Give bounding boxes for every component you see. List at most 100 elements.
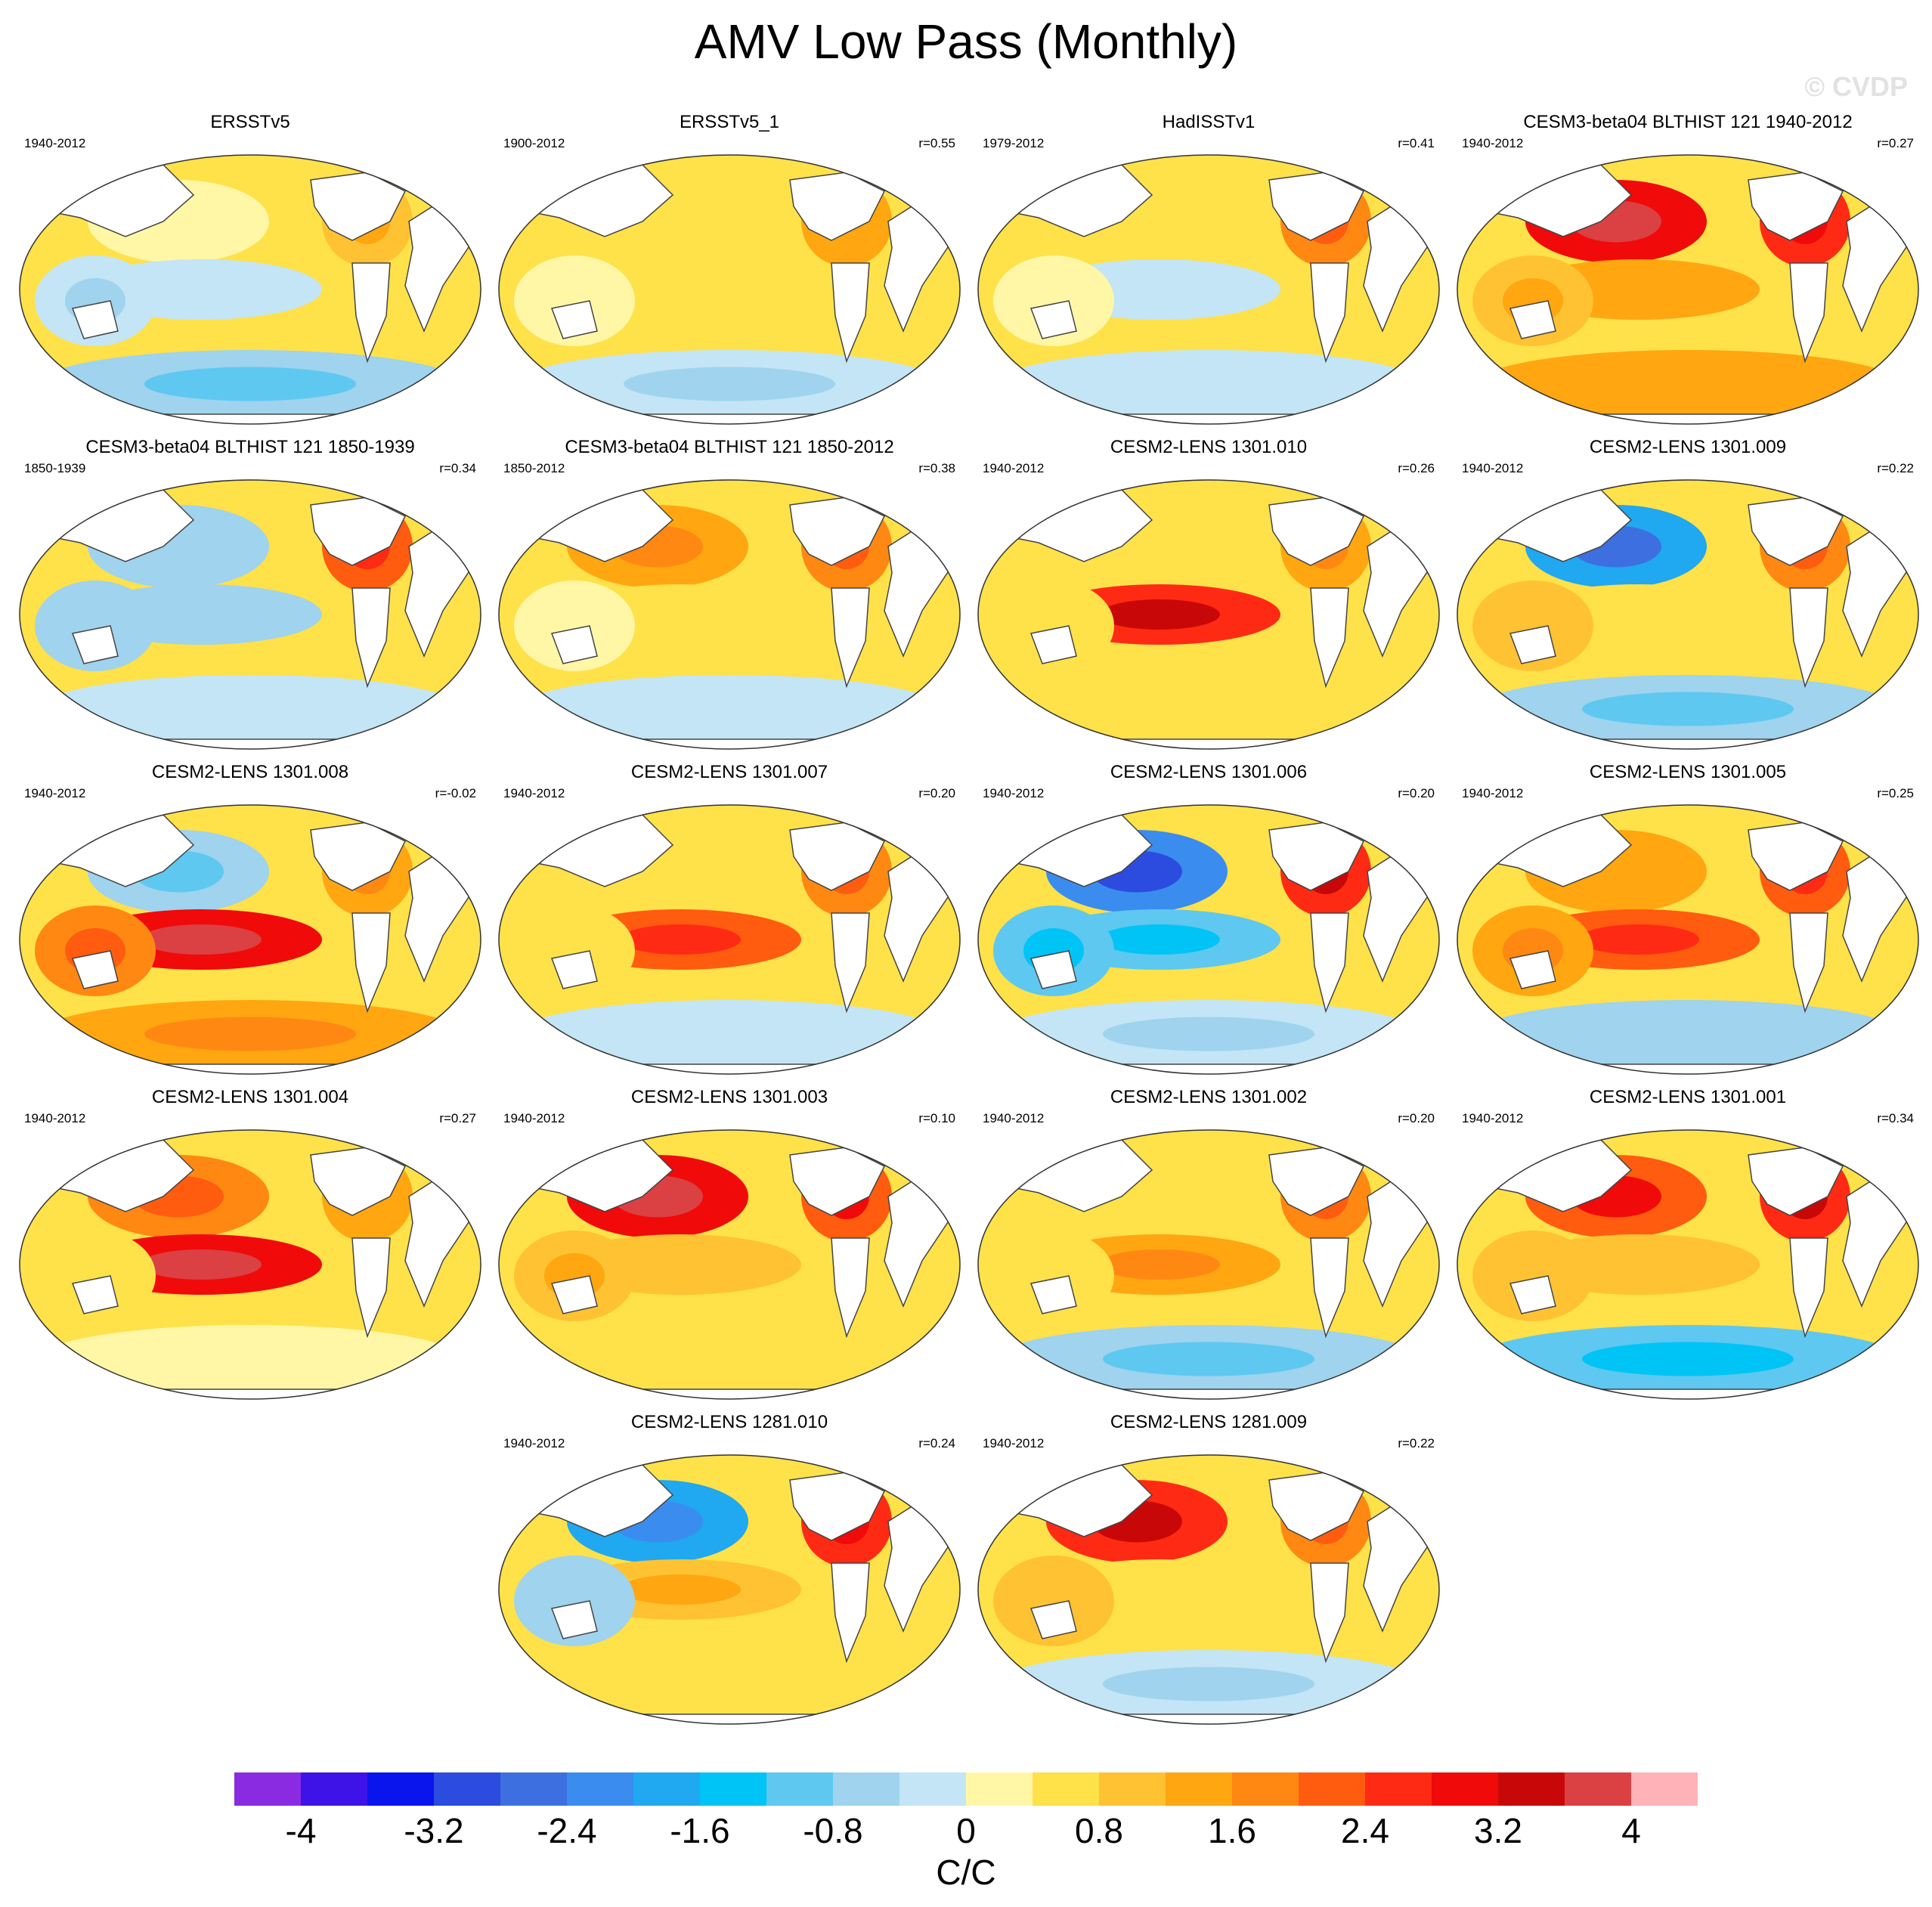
- colorbar-swatch: [966, 1772, 1033, 1806]
- map-panel: CESM2-LENS 1301.003 1940-2012 r=0.10: [491, 1087, 968, 1404]
- land-mass: [1509, 950, 1556, 989]
- panel-period: 1940-2012: [503, 1111, 565, 1125]
- panel-title: HadISSTv1: [1162, 112, 1255, 132]
- colorbar-tick-label: 3.2: [1474, 1811, 1522, 1850]
- map-panel: CESM2-LENS 1301.007 1940-2012 r=0.20: [491, 762, 968, 1079]
- land-mass: [1789, 1237, 1828, 1339]
- colorbar-tick-label: -0.8: [803, 1811, 863, 1850]
- land-mass: [550, 300, 598, 339]
- panel-title: CESM3-beta04 BLTHIST 121 1850-1939: [85, 437, 415, 457]
- robinson-map: [1457, 154, 1919, 425]
- land-mass: [550, 625, 598, 664]
- anomaly-core: [620, 924, 741, 955]
- panel-correlation: r=0.10: [918, 1111, 955, 1125]
- colorbar-swatch: [234, 1772, 302, 1806]
- panel-period: 1940-2012: [1462, 136, 1524, 150]
- colorbar-swatch: [766, 1772, 834, 1806]
- land-mass: [550, 1275, 598, 1314]
- land-mass: [71, 300, 119, 339]
- map-outline: [977, 1129, 1440, 1400]
- land-mass: [1310, 1562, 1349, 1664]
- panel-correlation: r=0.25: [1877, 786, 1914, 800]
- land-mass: [831, 587, 870, 689]
- map-outline: [1457, 154, 1919, 425]
- panel-period: 1940-2012: [503, 786, 565, 800]
- panel-period: 1850-2012: [503, 461, 565, 475]
- panel-period: 1940-2012: [983, 1436, 1045, 1450]
- land-mass: [831, 1237, 870, 1339]
- panel-title: CESM2-LENS 1301.006: [1110, 762, 1308, 782]
- map-outline: [19, 479, 481, 750]
- land-mass: [1789, 912, 1828, 1014]
- panel-correlation: r=0.55: [918, 136, 955, 150]
- panel-period: 1900-2012: [503, 136, 565, 150]
- colorbar-swatch: [500, 1772, 568, 1806]
- panel-correlation: r=0.26: [1398, 461, 1435, 475]
- anomaly-core: [1103, 367, 1314, 401]
- panel-title: CESM2-LENS 1301.009: [1589, 437, 1787, 457]
- colorbar-swatch: [700, 1772, 767, 1806]
- land-mass: [1029, 1600, 1077, 1639]
- anomaly-core: [1103, 692, 1314, 726]
- colorbar-tick-label: 4: [1621, 1811, 1641, 1850]
- map-panel: CESM3-beta04 BLTHIST 121 1850-2012 1850-2…: [491, 437, 968, 754]
- panel-correlation: r=0.20: [1398, 786, 1435, 800]
- anomaly-core: [1578, 1249, 1699, 1280]
- land-mass: [831, 262, 870, 364]
- panel-title: CESM2-LENS 1281.009: [1110, 1412, 1308, 1432]
- anomaly-core: [141, 274, 262, 305]
- land-mass: [351, 262, 391, 364]
- robinson-map: [498, 479, 961, 750]
- map-outline: [977, 804, 1440, 1075]
- panel-title: CESM2-LENS 1301.003: [630, 1087, 828, 1107]
- colorbar-units: C/C: [936, 1853, 996, 1892]
- map-panel: CESM2-LENS 1301.009 1940-2012 r=0.22: [1450, 437, 1926, 754]
- land-mass: [550, 1600, 598, 1639]
- colorbar-swatch: [899, 1772, 967, 1806]
- map-outline: [498, 804, 961, 1075]
- panel-period: 1940-2012: [1462, 461, 1524, 475]
- land-mass: [1310, 1237, 1349, 1339]
- panel-correlation: r=0.20: [918, 786, 955, 800]
- colorbar-tick-label: 2.4: [1341, 1811, 1389, 1850]
- map-panel: CESM2-LENS 1301.005 1940-2012 r=0.25: [1450, 762, 1926, 1079]
- panel-title: CESM2-LENS 1301.010: [1110, 437, 1308, 457]
- anomaly-core: [1582, 692, 1794, 726]
- anomaly-core: [620, 274, 741, 305]
- colorbar-swatch: [833, 1772, 900, 1806]
- anomaly-core: [144, 692, 356, 726]
- anomaly-core: [1103, 1667, 1314, 1701]
- land-mass: [1029, 1275, 1077, 1314]
- map-panel: HadISSTv1 1979-2012 r=0.41: [971, 112, 1447, 429]
- anomaly-core: [624, 1667, 835, 1701]
- robinson-map: [498, 1454, 961, 1725]
- map-outline: [498, 1454, 961, 1725]
- anomaly-core: [1578, 924, 1699, 955]
- colorbar-tick-label: 0.8: [1075, 1811, 1123, 1850]
- land-mass: [1310, 912, 1349, 1014]
- colorbar-swatch: [434, 1772, 501, 1806]
- map-outline: [498, 1129, 961, 1400]
- colorbar-swatch: [1299, 1772, 1366, 1806]
- map-outline: [977, 154, 1440, 425]
- map-panel: CESM2-LENS 1281.009 1940-2012 r=0.22: [971, 1412, 1447, 1729]
- robinson-map: [1457, 804, 1919, 1075]
- panel-period: 1940-2012: [24, 136, 86, 150]
- anomaly-core: [1103, 1342, 1314, 1376]
- panel-period: 1940-2012: [24, 786, 86, 800]
- robinson-map: [19, 804, 481, 1075]
- robinson-map: [977, 1454, 1440, 1725]
- map-outline: [498, 154, 961, 425]
- map-outline: [19, 154, 481, 425]
- robinson-map: [977, 479, 1440, 750]
- colorbar-swatch: [1631, 1772, 1698, 1806]
- land-mass: [1789, 587, 1828, 689]
- colorbar-swatch: [567, 1772, 634, 1806]
- land-mass: [351, 1237, 391, 1339]
- panel-period: 1850-1939: [24, 461, 86, 475]
- land-mass: [831, 1562, 870, 1664]
- anomaly-core: [620, 1574, 741, 1605]
- panel-period: 1979-2012: [983, 136, 1045, 150]
- panel-period: 1940-2012: [24, 1111, 86, 1125]
- panel-period: 1940-2012: [503, 1436, 565, 1450]
